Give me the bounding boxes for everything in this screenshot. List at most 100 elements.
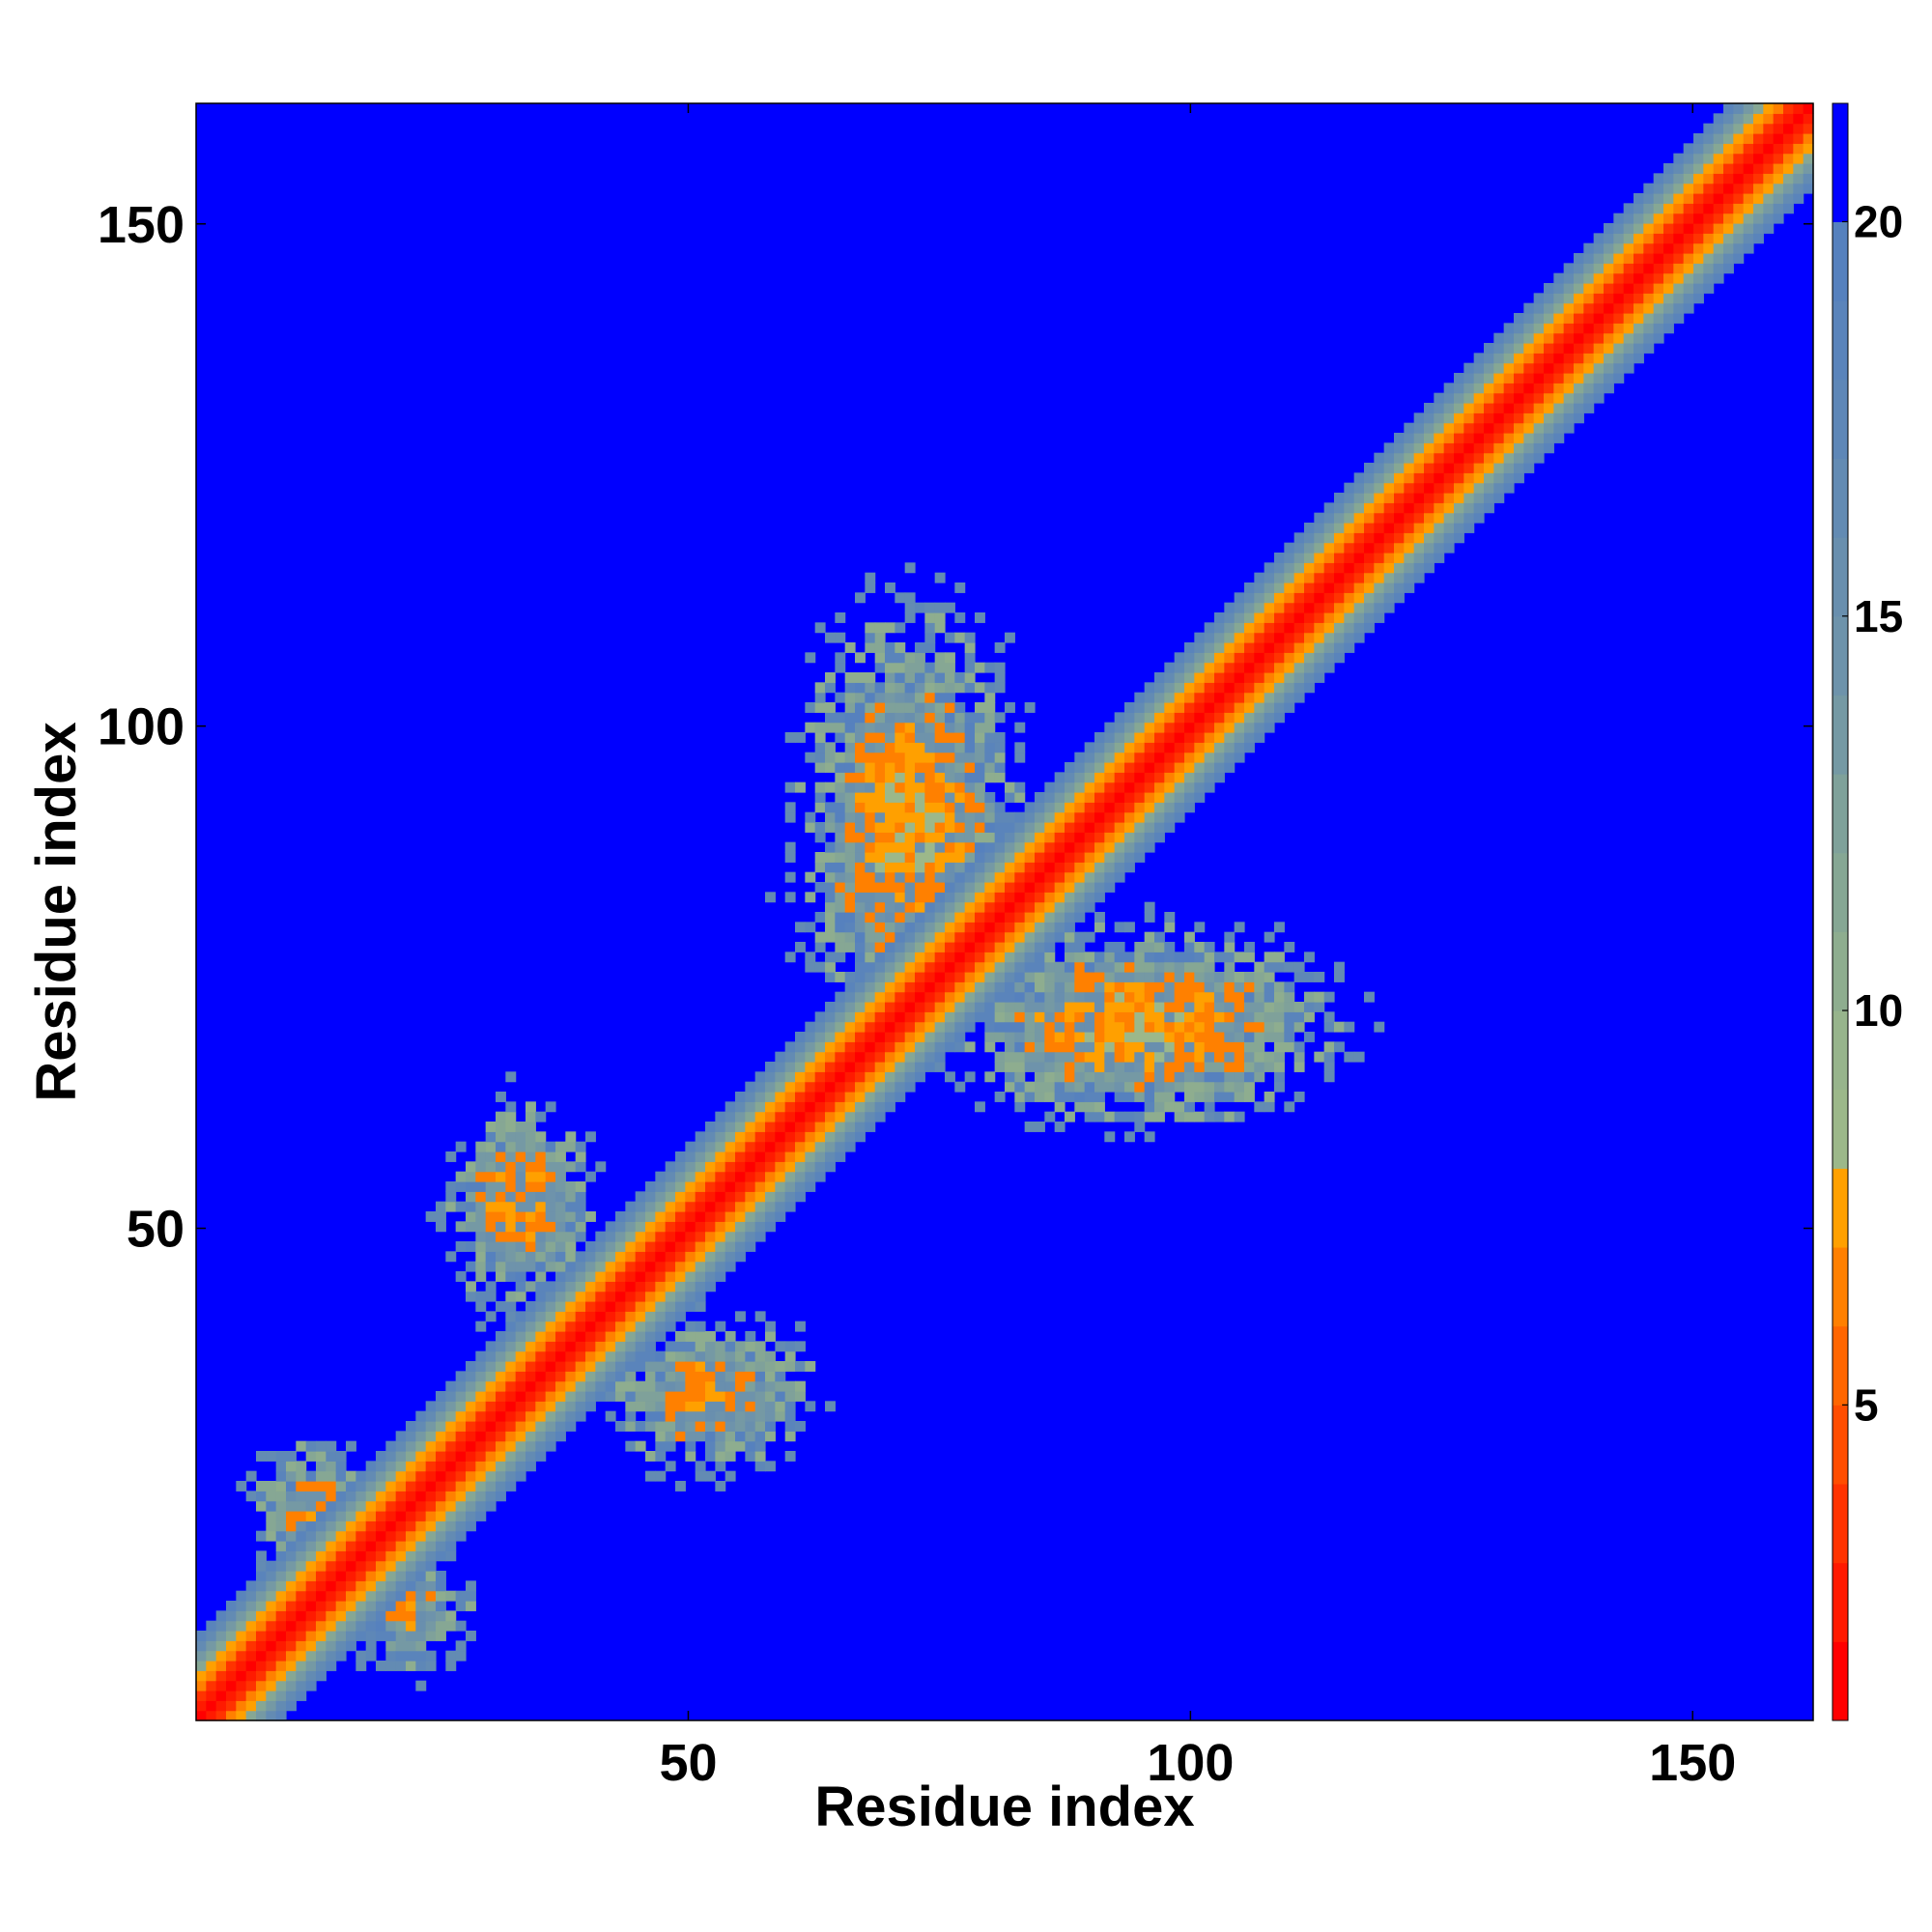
heatmap-cell [1134, 1062, 1146, 1072]
heatmap-cell [665, 1371, 676, 1382]
heatmap-cell [535, 1181, 547, 1192]
heatmap-cell [445, 1380, 457, 1392]
heatmap-cell [1024, 802, 1036, 813]
heatmap-cell [795, 1161, 806, 1173]
heatmap-cell [1653, 213, 1664, 224]
heatmap-cell [1214, 1062, 1225, 1072]
heatmap-cell [1214, 1081, 1225, 1093]
heatmap-cell [934, 1051, 946, 1063]
heatmap-cell [735, 1151, 746, 1162]
heatmap-cell [436, 1491, 446, 1502]
heatmap-cell [555, 1261, 566, 1272]
heatmap-cell [1473, 422, 1485, 434]
heatmap-cell [1065, 892, 1075, 903]
heatmap-cell [1124, 1111, 1135, 1122]
heatmap-cell [895, 1092, 906, 1102]
heatmap-cell [1114, 822, 1125, 833]
heatmap-cell [1413, 502, 1425, 514]
heatmap-cell [595, 1271, 607, 1282]
heatmap-cell [695, 1141, 706, 1152]
heatmap-cell [376, 1661, 386, 1671]
heatmap-cell [814, 822, 826, 833]
heatmap-cell [1443, 523, 1455, 533]
heatmap-cell [805, 1081, 816, 1093]
heatmap-cell [924, 1011, 936, 1023]
heatmap-cell [395, 1550, 407, 1562]
heatmap-cell [1104, 972, 1116, 982]
heatmap-cell [885, 772, 895, 783]
heatmap-cell [256, 1690, 267, 1701]
heatmap-cell [805, 1122, 816, 1132]
heatmap-cell [855, 1081, 866, 1093]
heatmap-cell [1204, 732, 1215, 743]
heatmap-cell [1024, 892, 1036, 903]
heatmap-cell [466, 1281, 476, 1293]
heatmap-cell [1574, 253, 1584, 264]
heatmap-cell [835, 802, 846, 813]
heatmap-cell [535, 1111, 547, 1122]
heatmap-cell [555, 1221, 566, 1233]
heatmap-cell [844, 862, 856, 873]
heatmap-cell [1763, 223, 1775, 234]
heatmap-cell [964, 822, 976, 833]
heatmap-cell [605, 1350, 616, 1362]
heatmap-cell [1563, 332, 1575, 344]
heatmap-cell [1035, 792, 1045, 803]
heatmap-cell [835, 1122, 846, 1132]
heatmap-cell [655, 1221, 667, 1233]
heatmap-cell [795, 1122, 806, 1132]
heatmap-cell [1014, 1041, 1026, 1053]
heatmap-cell [1154, 961, 1165, 973]
heatmap-cell [355, 1470, 367, 1482]
heatmap-cell [1733, 203, 1745, 214]
heatmap-cell [1184, 1051, 1195, 1063]
heatmap-cell [915, 862, 925, 873]
heatmap-cell [1214, 692, 1225, 703]
heatmap-cell [1323, 991, 1335, 1003]
heatmap-cell [365, 1590, 377, 1602]
heatmap-cell [1204, 712, 1215, 724]
heatmap-cell [406, 1571, 416, 1581]
heatmap-cell [745, 1231, 756, 1242]
heatmap-cell [1293, 1041, 1305, 1053]
heatmap-cell [695, 1410, 706, 1422]
heatmap-cell [825, 1062, 836, 1072]
heatmap-cell [1593, 293, 1605, 304]
heatmap-cell [1404, 442, 1415, 454]
heatmap-cell [885, 931, 895, 943]
heatmap-cell [885, 882, 895, 893]
heatmap-cell [505, 1111, 517, 1122]
heatmap-cell [1214, 662, 1225, 673]
heatmap-cell [745, 1440, 756, 1452]
heatmap-cell [844, 981, 856, 993]
heatmap-cell [555, 1401, 566, 1412]
heatmap-cell [1583, 302, 1595, 314]
heatmap-cell [915, 991, 925, 1003]
heatmap-cell [705, 1181, 716, 1192]
heatmap-cell [1413, 542, 1425, 554]
heatmap-cell [226, 1690, 237, 1701]
heatmap-cell [1304, 602, 1315, 613]
heatmap-cell [1134, 702, 1146, 713]
heatmap-cell [365, 1481, 377, 1492]
heatmap-cell [814, 722, 826, 733]
heatmap-cell [1214, 752, 1225, 763]
heatmap-cell [535, 1311, 547, 1322]
heatmap-cell [1394, 472, 1405, 484]
heatmap-cell [924, 732, 936, 743]
heatmap-cell [526, 1161, 536, 1173]
heatmap-cell [385, 1440, 397, 1452]
heatmap-cell [455, 1380, 467, 1392]
heatmap-cell [1514, 403, 1524, 413]
heatmap-cell [316, 1601, 327, 1611]
heatmap-cell [1074, 1062, 1086, 1072]
heatmap-cell [1683, 153, 1694, 164]
heatmap-cell [865, 871, 876, 883]
heatmap-cell [1413, 553, 1425, 563]
heatmap-cell [1473, 502, 1485, 514]
heatmap-cell [635, 1291, 646, 1302]
heatmap-cell [895, 762, 906, 773]
heatmap-cell [545, 1211, 556, 1222]
heatmap-cell [735, 1101, 746, 1113]
heatmap-cell [1463, 512, 1475, 524]
